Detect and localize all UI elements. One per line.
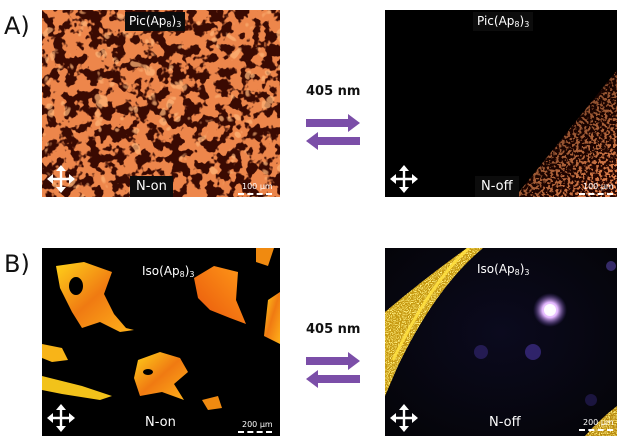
cross-arrows-icon bbox=[47, 165, 75, 193]
cross-arrows-icon bbox=[390, 404, 418, 432]
compound-label: Pic(Ap8)3 bbox=[125, 12, 186, 31]
compound-label: Pic(Ap8)3 bbox=[473, 12, 534, 31]
cross-arrows-icon bbox=[390, 165, 418, 193]
wavelength-label: 405 nm bbox=[306, 322, 361, 337]
texture-image bbox=[385, 10, 617, 197]
wavelength-label: 405 nm bbox=[306, 84, 361, 99]
cross-arrows-icon bbox=[47, 404, 75, 432]
compound-label: Iso(Ap8)3 bbox=[477, 262, 530, 277]
panel-a-right-micrograph: Pic(Ap8)3 N-off 100 μm bbox=[385, 10, 617, 197]
state-label: N-on bbox=[145, 415, 176, 430]
panel-b-label: B) bbox=[4, 250, 30, 278]
panel-a-label: A) bbox=[4, 12, 30, 40]
scale-label: 100 μm bbox=[583, 182, 614, 191]
texture-image bbox=[42, 10, 280, 197]
scale-bar bbox=[579, 193, 613, 197]
panel-b-left-micrograph: Iso(Ap8)3 N-on 200 μm bbox=[42, 248, 280, 436]
scale-bar bbox=[579, 429, 613, 433]
scale-label: 200 μm bbox=[583, 418, 614, 427]
state-label: N-off bbox=[475, 176, 519, 197]
scale-bar bbox=[238, 431, 272, 435]
compound-label: Iso(Ap8)3 bbox=[142, 264, 195, 279]
panel-b-right-micrograph: Iso(Ap8)3 N-off 200 μm bbox=[385, 248, 617, 436]
texture-image bbox=[385, 248, 617, 436]
reversible-arrows-icon bbox=[306, 114, 360, 150]
panel-a-left-micrograph: Pic(Ap8)3 N-on 100 μm bbox=[42, 10, 280, 197]
state-label: N-on bbox=[130, 176, 173, 197]
scale-label: 100 μm bbox=[242, 182, 273, 191]
reversible-arrows-icon bbox=[306, 352, 360, 388]
scale-label: 200 μm bbox=[242, 420, 273, 429]
scale-bar bbox=[238, 193, 272, 197]
texture-image bbox=[42, 248, 280, 436]
state-label: N-off bbox=[489, 415, 521, 430]
